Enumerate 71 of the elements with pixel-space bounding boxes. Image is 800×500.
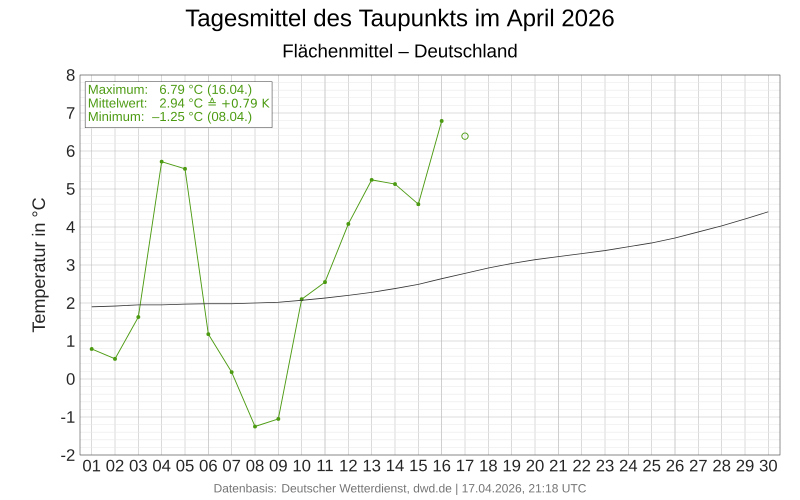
point — [393, 182, 397, 186]
annotation: 6.79 °C — [160, 84, 203, 94]
chart-title: Tagesmittel des Taupunkts im April 2026 — [186, 8, 614, 32]
y-tick-label: 1 — [67, 335, 74, 347]
point — [230, 370, 234, 374]
x-tick-label: 11 — [318, 460, 333, 472]
x-tick-label: 12 — [340, 460, 357, 472]
chart-subtitle: Flächenmittel – Deutschland — [284, 44, 517, 58]
annotation: ≙ +0.79 K — [208, 98, 270, 108]
y-tick-label: 2 — [66, 297, 74, 309]
y-tick-label: -1 — [61, 411, 74, 423]
x-tick-label: 16 — [434, 460, 450, 472]
x-tick-label: 19 — [504, 460, 520, 472]
point — [323, 280, 327, 284]
x-tick-label: 10 — [294, 460, 310, 472]
x-tick-label: 27 — [690, 460, 707, 472]
annotation: (16.04.) — [208, 84, 252, 97]
x-tick-label: 26 — [666, 460, 684, 472]
x-tick-label: 05 — [176, 460, 194, 472]
y-tick-label: -2 — [61, 449, 74, 461]
point — [206, 332, 210, 336]
x-tick-label: 06 — [200, 460, 217, 472]
x-tick-label: 07 — [223, 460, 240, 472]
point — [253, 424, 257, 428]
x-tick-label: 04 — [153, 460, 170, 472]
point — [136, 315, 140, 319]
point — [461, 132, 469, 140]
annotation: (08.04.) — [208, 111, 252, 124]
y-tick-label: 5 — [66, 183, 75, 195]
x-tick-label: 29 — [736, 460, 754, 472]
x-tick-label: 23 — [596, 460, 614, 472]
x-tick-label: 22 — [573, 460, 590, 472]
text: Datenbasis: Deutscher Wetterdienst, dwd.de | 17.04.2026, 21:18 UTC — [214, 484, 586, 495]
annotation: 2.94 °C — [160, 98, 203, 108]
x-tick-label: 17 — [457, 460, 474, 472]
point — [160, 160, 164, 164]
x-tick-label: 02 — [106, 460, 124, 472]
annotation: –1.25 °C — [152, 112, 203, 122]
point — [276, 416, 280, 421]
y-tick-label: 4 — [66, 221, 75, 233]
x-tick-label: 28 — [713, 460, 730, 472]
x-tick-label: 08 — [246, 460, 264, 472]
annotation: Mittelwert: — [88, 98, 146, 108]
point — [440, 119, 444, 123]
point — [416, 202, 420, 206]
y-tick-label: 3 — [66, 259, 75, 271]
x-tick-label: 13 — [364, 460, 380, 472]
y-tick-label: 7 — [66, 107, 74, 119]
point — [113, 356, 117, 361]
x-tick-label: 25 — [643, 460, 660, 472]
y-tick-label: 8 — [66, 69, 75, 81]
x-tick-label: 09 — [270, 460, 287, 472]
y-tick-label: 6 — [66, 145, 75, 157]
x-tick-label: 18 — [480, 460, 497, 472]
y-tick-label: 0 — [66, 373, 75, 385]
x-tick-label: 24 — [620, 460, 638, 472]
point — [90, 347, 94, 351]
x-tick-label: 14 — [387, 460, 404, 472]
point — [346, 222, 350, 226]
x-tick-label: 21 — [550, 460, 567, 472]
x-tick-label: 03 — [130, 460, 147, 472]
point — [370, 178, 374, 182]
x-tick-label: 01 — [83, 460, 100, 472]
x-tick-label: 30 — [760, 460, 777, 472]
x-tick-label: 20 — [526, 460, 544, 472]
annotation: Maximum: — [88, 84, 147, 94]
y-axis-title: Temperatur in °C — [32, 198, 49, 332]
line-series — [91, 211, 769, 308]
point — [183, 166, 187, 171]
x-tick-label: 15 — [410, 460, 427, 472]
annotation: Minimum: — [88, 111, 144, 122]
